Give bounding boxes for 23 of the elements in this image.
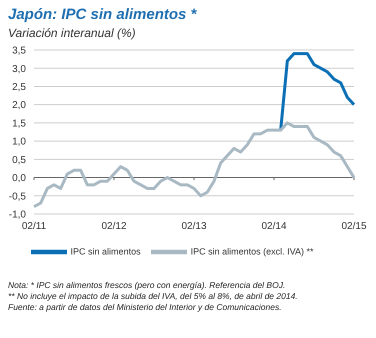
legend-label: IPC sin alimentos (excl. IVA) ** xyxy=(190,246,314,256)
line-series xyxy=(32,121,356,208)
y-tick-label: 1,5 xyxy=(12,118,26,130)
text: Nota: * IPC sin alimentos frescos (pero con energía). Referencia del BOJ. xyxy=(8,280,286,291)
y-tick-label: 3,0 xyxy=(12,64,26,75)
x-tick-label: 02/13 xyxy=(181,221,207,232)
y-tick-label: 2,5 xyxy=(12,82,26,93)
x-tick-label: 02/15 xyxy=(341,221,367,232)
y-tick-label: 2,0 xyxy=(12,100,26,112)
text: ** No incluye el impacto de la subida del IVA, del 5% al 8%, de abril de 2014. xyxy=(8,291,299,302)
chart-title: Japón: IPC sin alimentos * xyxy=(8,6,196,23)
chart-subtitle: Variación interanual (%) xyxy=(8,26,136,40)
legend-label: IPC sin alimentos xyxy=(70,246,141,256)
y-tick-label: 3,5 xyxy=(12,46,26,57)
y-tick-label: 1,0 xyxy=(12,136,26,148)
source-note: Fuente: a partir de datos del Ministerio del Interior y de Comunicaciones. xyxy=(8,302,283,313)
y-tick-label: -0,5 xyxy=(8,191,26,202)
x-tick-label: 02/14 xyxy=(261,221,287,232)
x-tick-label: 02/11 xyxy=(22,221,47,232)
y-tick-label: 0,0 xyxy=(12,173,26,184)
x-tick-label: 02/12 xyxy=(101,221,127,232)
y-tick-label: -1,0 xyxy=(8,210,26,221)
y-tick-label: 0,5 xyxy=(12,154,26,166)
